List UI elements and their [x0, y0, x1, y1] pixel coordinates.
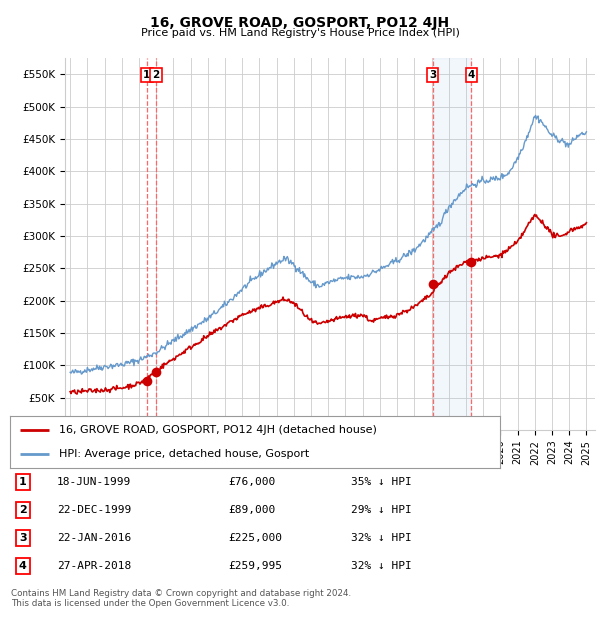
Text: 18-JUN-1999: 18-JUN-1999: [57, 477, 131, 487]
Bar: [433, 58, 472, 430]
Text: 3: 3: [429, 69, 436, 80]
Text: 2: 2: [19, 505, 26, 515]
Text: £259,995: £259,995: [228, 561, 282, 571]
Text: £89,000: £89,000: [228, 505, 275, 515]
Text: 27-APR-2018: 27-APR-2018: [57, 561, 131, 571]
Text: 3: 3: [19, 533, 26, 543]
Text: £225,000: £225,000: [228, 533, 282, 543]
Text: 32% ↓ HPI: 32% ↓ HPI: [351, 533, 412, 543]
Text: 22-DEC-1999: 22-DEC-1999: [57, 505, 131, 515]
Text: 32% ↓ HPI: 32% ↓ HPI: [351, 561, 412, 571]
Text: 2: 2: [152, 69, 160, 80]
Text: HPI: Average price, detached house, Gosport: HPI: Average price, detached house, Gosp…: [59, 449, 309, 459]
Text: 22-JAN-2016: 22-JAN-2016: [57, 533, 131, 543]
Text: 1: 1: [19, 477, 26, 487]
Text: 4: 4: [468, 69, 475, 80]
Text: 1: 1: [143, 69, 151, 80]
Text: Contains HM Land Registry data © Crown copyright and database right 2024.
This d: Contains HM Land Registry data © Crown c…: [11, 588, 351, 608]
Text: Price paid vs. HM Land Registry's House Price Index (HPI): Price paid vs. HM Land Registry's House …: [140, 28, 460, 38]
Text: 35% ↓ HPI: 35% ↓ HPI: [351, 477, 412, 487]
Text: 29% ↓ HPI: 29% ↓ HPI: [351, 505, 412, 515]
Text: £76,000: £76,000: [228, 477, 275, 487]
Text: 4: 4: [19, 561, 27, 571]
Text: 16, GROVE ROAD, GOSPORT, PO12 4JH (detached house): 16, GROVE ROAD, GOSPORT, PO12 4JH (detac…: [59, 425, 377, 435]
Text: 16, GROVE ROAD, GOSPORT, PO12 4JH: 16, GROVE ROAD, GOSPORT, PO12 4JH: [151, 16, 449, 30]
